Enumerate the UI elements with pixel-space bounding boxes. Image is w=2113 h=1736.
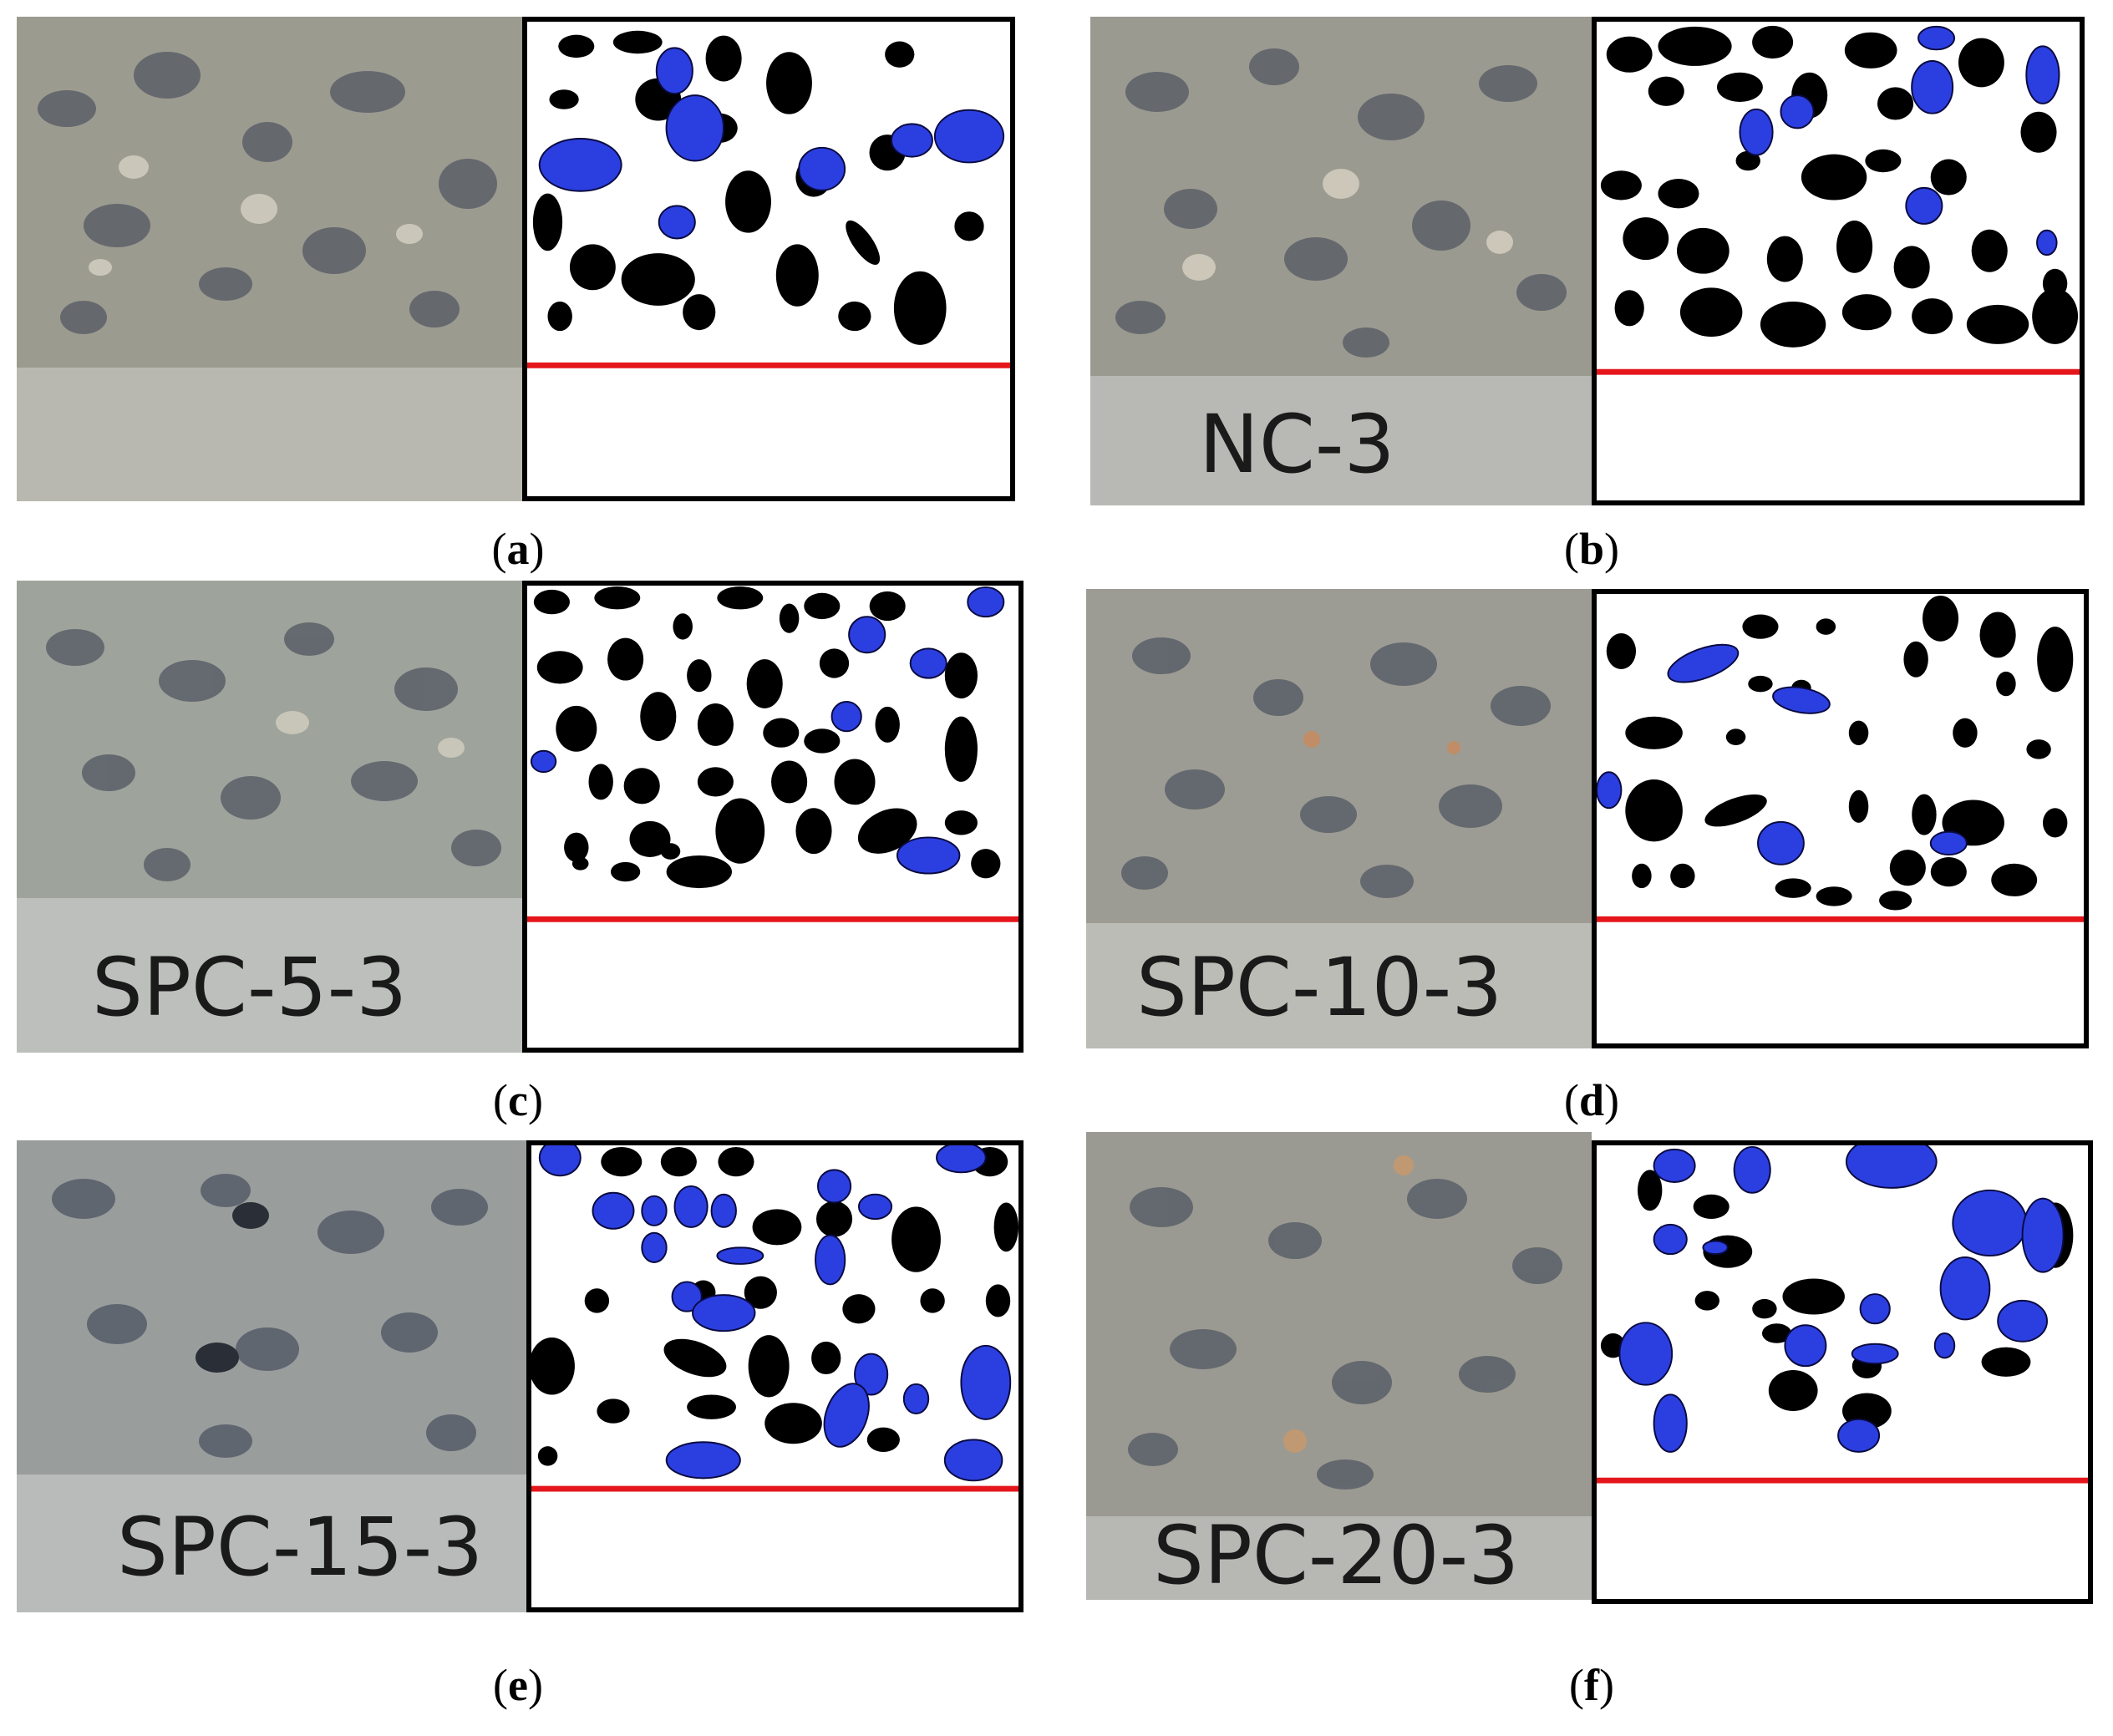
panel-caption-e: (e) [493,1660,543,1710]
aggregate-diagram-e [526,1140,1023,1612]
panel-caption-d: (d) [1563,1075,1619,1125]
specimen-label-b: NC-3 [1199,398,1395,491]
panel-caption-c: (c) [493,1075,543,1125]
aggregate-diagram-d [1592,589,2089,1048]
aggregate-diagram-c [522,581,1023,1053]
aggregate-diagram-f [1592,1140,2093,1604]
panel-caption-b: (b) [1563,524,1619,574]
fracture-photo-d: SPC-10-3 [1086,589,1592,1048]
specimen-label-c: SPC-5-3 [92,941,407,1034]
fracture-photo-e: SPC-15-3 [17,1140,526,1612]
fracture-photo-a [17,17,522,501]
fracture-photo-b: NC-3 [1090,17,1592,505]
specimen-label-f: SPC-20-3 [1153,1509,1519,1600]
aggregate-diagram-a [522,17,1015,501]
aggregate-diagram-b [1592,17,2085,505]
panel-caption-f: (f) [1569,1660,1614,1710]
fracture-photo-f: SPC-20-3 [1086,1132,1592,1600]
fracture-photo-c: SPC-5-3 [17,581,522,1053]
panel-caption-a: (a) [491,524,545,574]
specimen-label-d: SPC-10-3 [1136,941,1502,1034]
specimen-label-e: SPC-15-3 [117,1500,483,1594]
